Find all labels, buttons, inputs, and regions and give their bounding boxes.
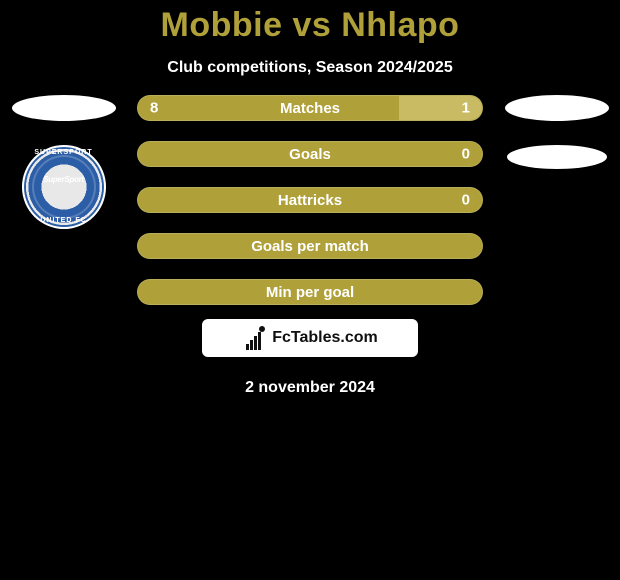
stat-bar-goals-per-match: Goals per match <box>137 233 483 259</box>
team-left-club-badge-icon: SUPERSPORT SuperSport UNITED FC <box>22 145 106 229</box>
stat-bar-goals: Goals 0 <box>137 141 483 167</box>
stat-value-right: 1 <box>462 100 470 117</box>
stat-value-right: 0 <box>462 146 470 163</box>
stats-column: 8 Matches 1 Goals 0 Hattricks 0 Goals pe… <box>137 95 483 305</box>
stat-label: Goals per match <box>138 238 482 255</box>
stat-label: Min per goal <box>138 284 482 301</box>
stat-label: Goals <box>138 146 482 163</box>
fctables-text: FcTables.com <box>272 329 378 347</box>
page-subtitle: Club competitions, Season 2024/2025 <box>0 59 620 77</box>
stat-value-right: 0 <box>462 192 470 209</box>
page-date: 2 november 2024 <box>0 379 620 397</box>
badge-arc-bottom: UNITED FC <box>22 217 106 224</box>
page-title: Mobbie vs Nhlapo <box>0 0 620 49</box>
right-column <box>503 95 610 169</box>
stat-bar-hattricks: Hattricks 0 <box>137 187 483 213</box>
stat-bar-matches: 8 Matches 1 <box>137 95 483 121</box>
fctables-logo-icon <box>242 326 266 350</box>
fctables-brand: FcTables.com <box>202 319 418 357</box>
team-right-placeholder-icon <box>505 95 609 121</box>
team-left-placeholder-icon <box>12 95 116 121</box>
stat-label: Matches <box>138 100 482 117</box>
left-column: SUPERSPORT SuperSport UNITED FC <box>10 95 117 229</box>
stat-bar-min-per-goal: Min per goal <box>137 279 483 305</box>
team-right-placeholder-icon <box>507 145 607 169</box>
badge-center-text: SuperSport <box>22 175 106 184</box>
main-content: SUPERSPORT SuperSport UNITED FC 8 Matche… <box>0 95 620 305</box>
badge-arc-top: SUPERSPORT <box>22 149 106 156</box>
stat-label: Hattricks <box>138 192 482 209</box>
